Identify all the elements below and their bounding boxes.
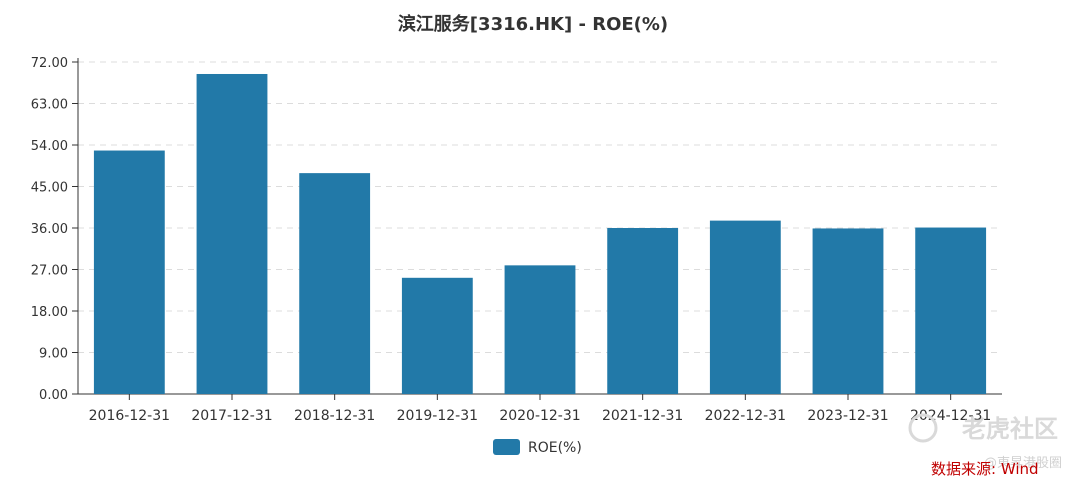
- y-axis-ticks: 0.00 9.00 18.00 27.00 36.00 45.00 54.00 63.00 72…: [31, 56, 78, 403]
- watermark-subtext: @東昇港股圈: [984, 455, 1062, 471]
- bars: [93, 73, 987, 394]
- x-tick-label: 2020-12-31: [499, 408, 580, 424]
- y-tick-label: 54.00: [31, 139, 68, 154]
- bar-2018-12-31[interactable]: [299, 173, 371, 394]
- legend[interactable]: ROE(%): [493, 439, 582, 456]
- y-tick-label: 45.00: [31, 181, 68, 196]
- y-tick-label: 0.00: [39, 388, 68, 403]
- x-axis-ticks: 2016-12-31 2017-12-31 2018-12-31 2019-12-31…: [89, 394, 991, 424]
- x-tick-label: 2024-12-31: [910, 408, 991, 424]
- bar-2024-12-31[interactable]: [915, 227, 987, 394]
- y-tick-label: 72.00: [31, 56, 68, 71]
- y-tick-label: 9.00: [39, 347, 68, 362]
- y-tick-label: 18.00: [31, 305, 68, 320]
- bar-2021-12-31[interactable]: [607, 228, 679, 394]
- x-tick-label: 2018-12-31: [294, 408, 375, 424]
- x-tick-label: 2021-12-31: [602, 408, 683, 424]
- bar-2017-12-31[interactable]: [196, 73, 268, 394]
- chart-title: 滨江服务[3316.HK] - ROE(%): [398, 13, 668, 35]
- legend-label: ROE(%): [528, 440, 582, 456]
- legend-swatch: [493, 439, 520, 455]
- y-tick-label: 63.00: [31, 98, 68, 113]
- x-tick-label: 2022-12-31: [705, 408, 786, 424]
- x-tick-label: 2023-12-31: [807, 408, 888, 424]
- watermark-text: 老虎社区: [962, 415, 1058, 443]
- bar-2023-12-31[interactable]: [812, 228, 884, 394]
- y-tick-label: 27.00: [31, 264, 68, 279]
- x-tick-label: 2017-12-31: [191, 408, 272, 424]
- y-tick-label: 36.00: [31, 222, 68, 237]
- bar-2016-12-31[interactable]: [93, 150, 165, 394]
- x-tick-label: 2019-12-31: [397, 408, 478, 424]
- bar-2022-12-31[interactable]: [709, 220, 781, 394]
- bar-2020-12-31[interactable]: [504, 265, 576, 394]
- bar-2019-12-31[interactable]: [401, 277, 473, 394]
- tiger-logo-icon: [908, 413, 938, 443]
- data-source-note: 数据来源: Wind: [931, 460, 1039, 478]
- x-tick-label: 2016-12-31: [89, 408, 170, 424]
